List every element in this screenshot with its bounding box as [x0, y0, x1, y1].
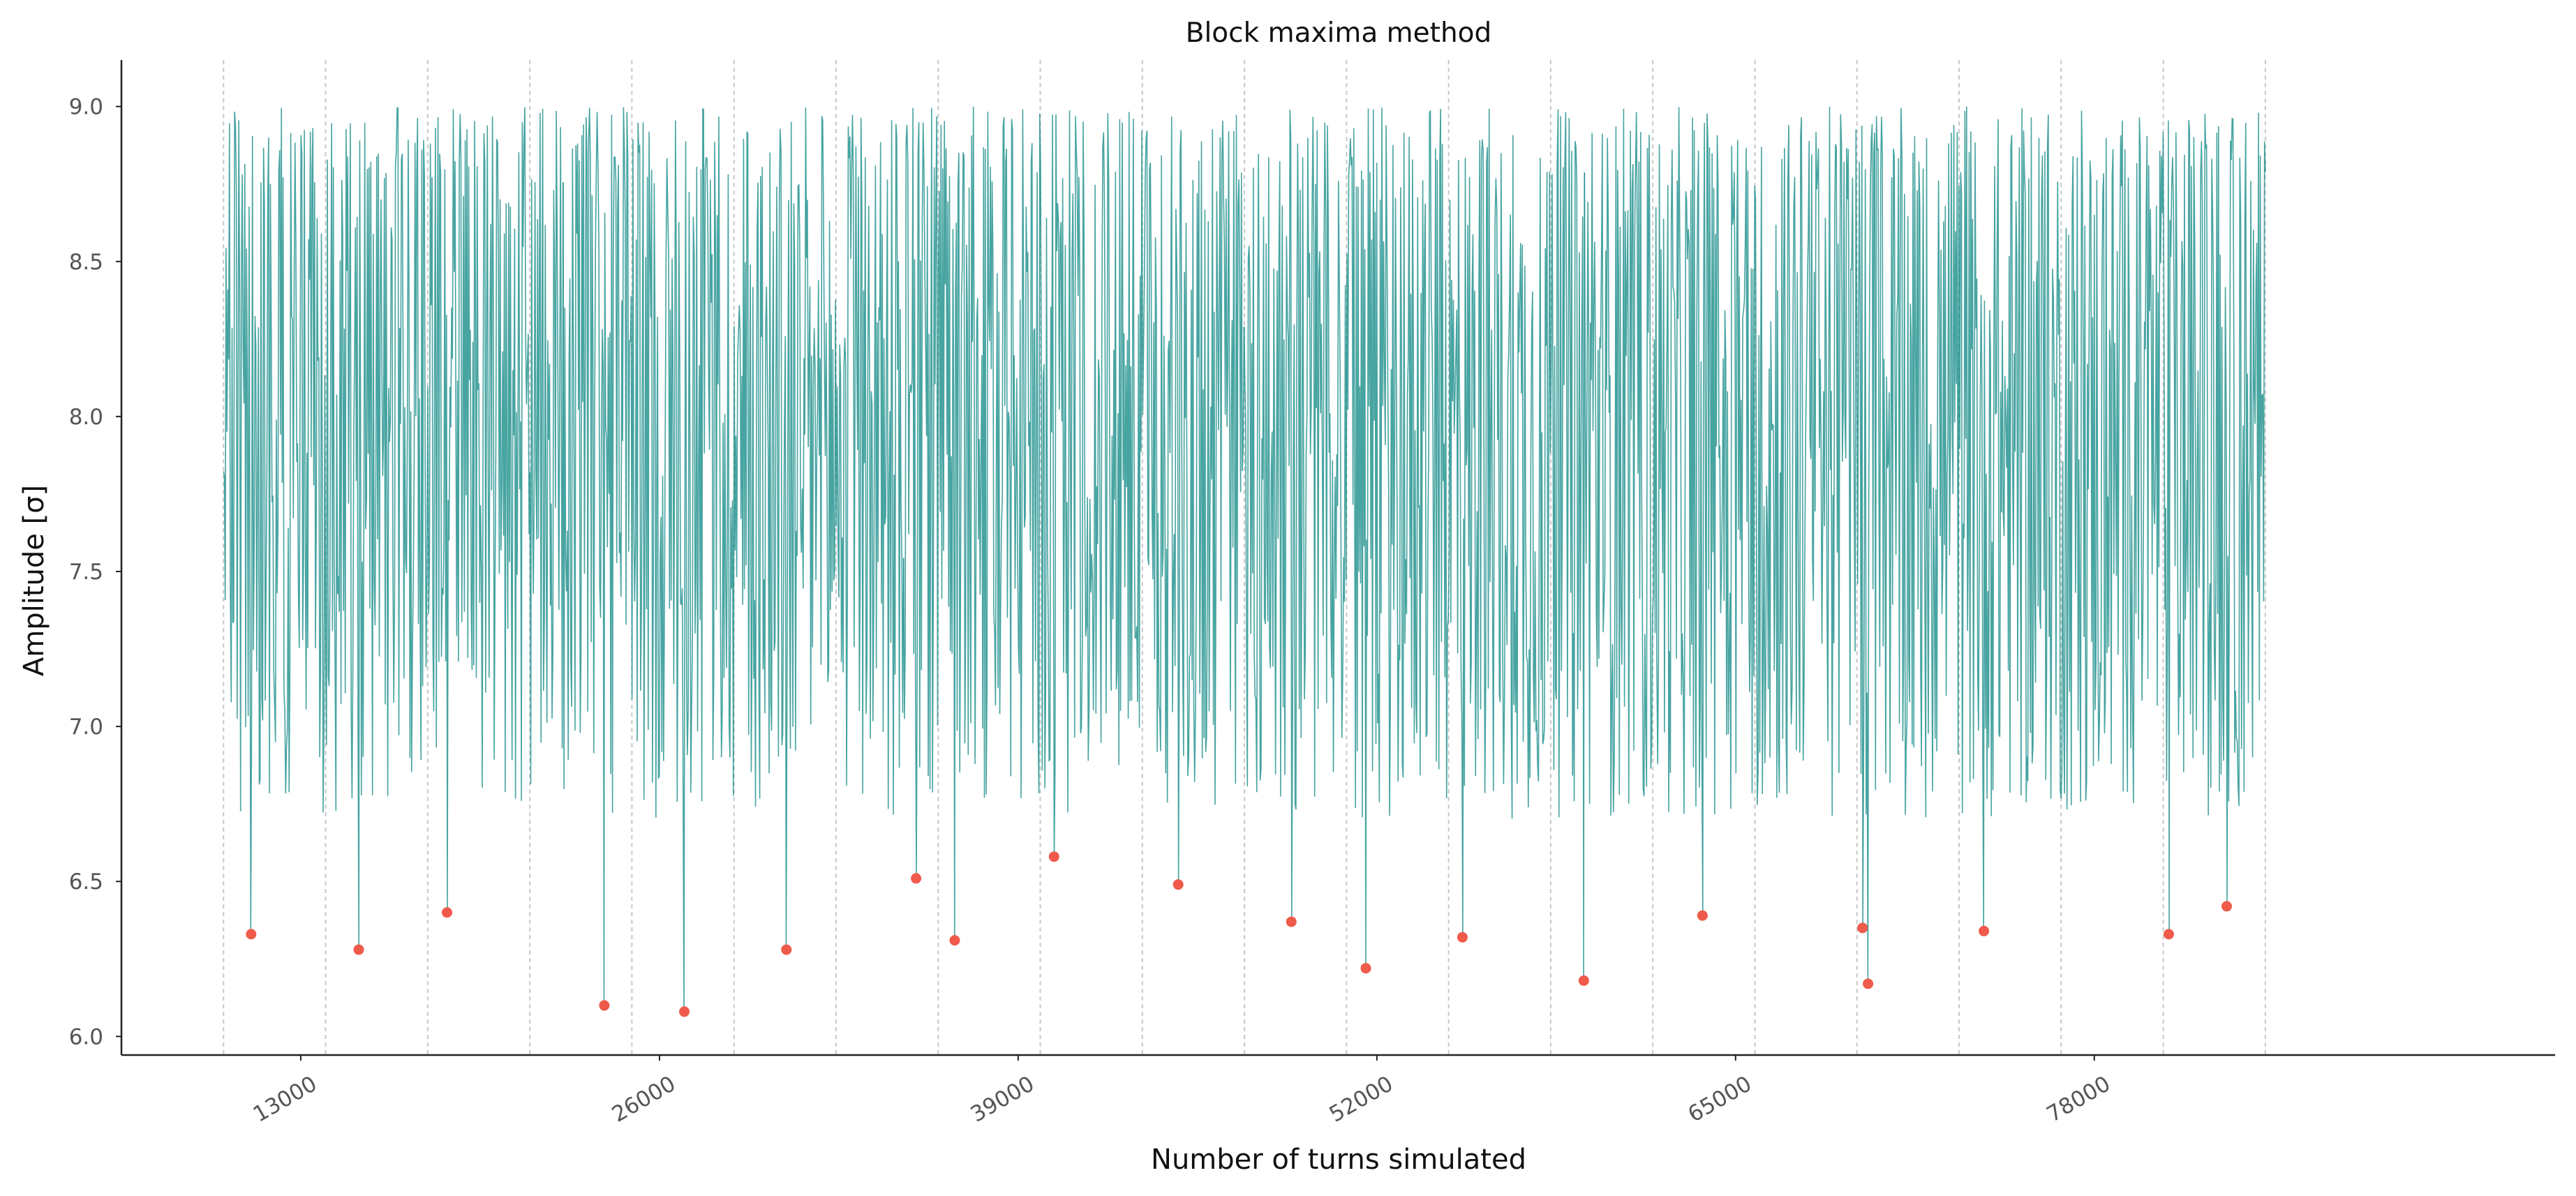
- block-minimum-point: [1857, 922, 1868, 934]
- y-tick-label: 6.0: [69, 1024, 103, 1049]
- block-minimum-point: [1048, 851, 1059, 862]
- block-minimum-point: [911, 873, 922, 884]
- x-axis-title: Number of turns simulated: [1151, 1144, 1526, 1176]
- amplitude-line-segment: [902, 106, 1245, 941]
- y-tick-label: 6.5: [69, 869, 103, 895]
- y-axis-title: Amplitude [σ]: [18, 485, 50, 676]
- line-series: [223, 106, 2266, 1012]
- block-minimum-point: [599, 1000, 610, 1011]
- y-tick-label: 8.5: [69, 250, 103, 275]
- block-minimum-point: [353, 944, 364, 955]
- y-tick-label: 7.0: [69, 715, 103, 740]
- block-minimum-point: [1457, 932, 1468, 943]
- amplitude-line-segment: [563, 107, 904, 1012]
- block-minimum-point: [781, 944, 792, 955]
- block-minimum-point: [1578, 975, 1589, 986]
- block-minimum-point: [442, 907, 453, 918]
- block-minimum-point: [1697, 910, 1708, 921]
- block-minimum-point: [679, 1006, 690, 1017]
- block-minimum-point: [2164, 929, 2175, 940]
- block-minimum-point: [1979, 925, 1990, 936]
- chart-title: Block maxima method: [1186, 17, 1492, 49]
- amplitude-line-segment: [1924, 106, 2266, 934]
- y-tick-label: 8.0: [69, 405, 103, 430]
- scatter-series: [246, 851, 2233, 1017]
- block-minimum-point: [1863, 978, 1874, 989]
- y-tick-label: 9.0: [69, 95, 103, 120]
- block-minimum-point: [1286, 916, 1297, 927]
- block-minimum-point: [1360, 963, 1371, 974]
- gridlines: [223, 60, 2266, 1055]
- amplitude-line-segment: [223, 107, 564, 950]
- amplitude-line-segment: [1243, 107, 1586, 981]
- y-tick-label: 7.5: [69, 560, 103, 585]
- block-minimum-point: [2221, 901, 2233, 912]
- block-minimum-point: [246, 929, 257, 940]
- amplitude-line-segment: [1584, 106, 1926, 984]
- block-minimum-point: [949, 935, 960, 946]
- block-minimum-point: [1172, 879, 1184, 890]
